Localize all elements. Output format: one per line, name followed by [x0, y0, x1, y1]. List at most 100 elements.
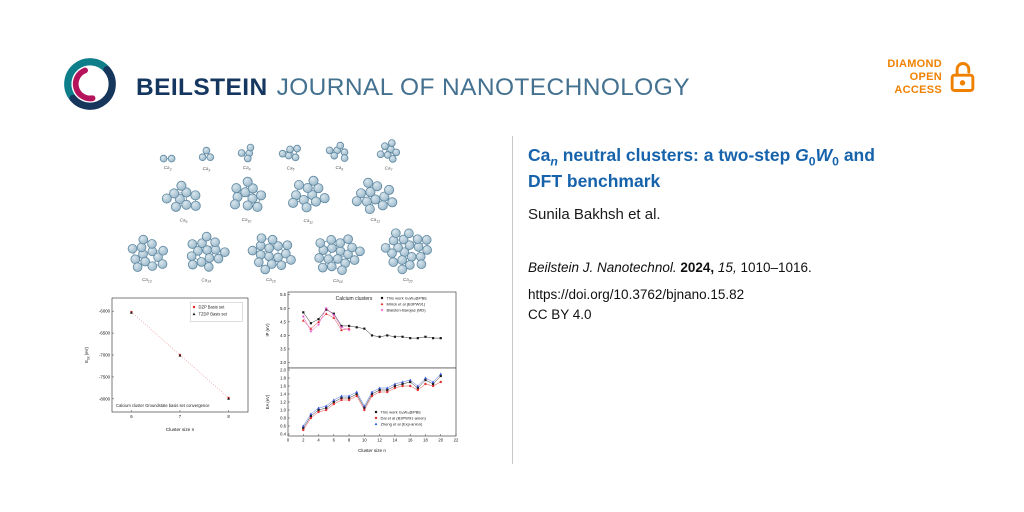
svg-text:Ca16: Ca16: [266, 277, 276, 283]
svg-text:-7000: -7000: [99, 353, 111, 358]
svg-text:Ca2: Ca2: [164, 166, 172, 172]
svg-text:This work G₀W₀@PBE: This work G₀W₀@PBE: [387, 296, 428, 301]
beilstein-logo: [64, 58, 116, 110]
cluster-row-1: Ca2 Ca3 Ca4 Ca5 Ca6 Ca7: [159, 138, 401, 173]
authors: Sunila Bakhsh et al.: [528, 206, 661, 224]
svg-text:4.0: 4.0: [280, 333, 286, 338]
cluster-ca9: Ca9: [161, 180, 201, 224]
cluster-ca16: Ca16: [247, 233, 296, 284]
ip-ea-chart: 3.0 3.5 4.0 4.5 5.0 5.5 This work G₀W₀@PBEMiri…: [265, 291, 459, 453]
svg-text:-7500: -7500: [99, 374, 111, 379]
svg-text:0.6: 0.6: [280, 424, 286, 429]
cluster-ca5: Ca5: [279, 145, 302, 172]
open-access-text: DIAMOND OPEN ACCESS: [887, 58, 942, 97]
svg-text:1.6: 1.6: [280, 384, 286, 389]
svg-text:Mirick et al (B3PW91): Mirick et al (B3PW91): [387, 302, 426, 307]
svg-text:6: 6: [130, 414, 133, 419]
doi-link[interactable]: https://doi.org/10.3762/bjnano.15.82: [528, 287, 745, 303]
cluster-ca12: Ca12: [351, 177, 398, 224]
svg-text:Etot (eV): Etot (eV): [84, 347, 90, 363]
cluster-ca11: Ca11: [288, 175, 331, 224]
svg-text:Zheng et al (Exp-anion): Zheng et al (Exp-anion): [381, 422, 423, 427]
svg-text:5.0: 5.0: [280, 306, 286, 311]
svg-text:2.0: 2.0: [280, 368, 286, 373]
title-ca: Ca: [528, 145, 551, 165]
cluster-ca20: Ca20: [380, 228, 432, 284]
svg-text:4.5: 4.5: [280, 319, 286, 324]
oa-line-diamond: DIAMOND: [887, 58, 942, 70]
svg-text:-8000: -8000: [99, 396, 111, 401]
title-g: G: [795, 145, 809, 165]
svg-text:18: 18: [423, 438, 428, 443]
svg-text:Ca9: Ca9: [179, 217, 187, 223]
svg-text:8: 8: [348, 438, 351, 443]
svg-text:3.5: 3.5: [280, 347, 286, 352]
svg-text:Blaisten-Barojas (MD): Blaisten-Barojas (MD): [387, 308, 427, 313]
citation-volume: 15,: [717, 260, 737, 276]
svg-text:Ca7: Ca7: [385, 166, 393, 172]
svg-text:Cluster size n: Cluster size n: [358, 448, 386, 453]
journal-name-rest: JOURNAL OF NANOTECHNOLOGY: [276, 74, 690, 101]
citation-journal: Beilstein J. Nanotechnol.: [528, 260, 677, 276]
cluster-ca3: Ca3: [198, 146, 215, 172]
cluster-ca13: Ca13: [127, 234, 168, 284]
svg-text:3.0: 3.0: [280, 360, 286, 365]
svg-text:EA (eV): EA (eV): [265, 394, 270, 409]
svg-text:-6000: -6000: [99, 309, 111, 314]
svg-text:2: 2: [302, 438, 305, 443]
svg-text:8: 8: [227, 414, 230, 419]
svg-text:1.0: 1.0: [280, 408, 286, 413]
oa-line-open: OPEN: [909, 70, 942, 83]
svg-text:6: 6: [333, 438, 336, 443]
oa-line-access: ACCESS: [894, 83, 942, 96]
svg-text:5.5: 5.5: [280, 292, 286, 297]
cluster-ca18: Ca18: [314, 233, 366, 284]
svg-text:Ca4: Ca4: [243, 166, 251, 172]
title-w-sub: 0: [832, 154, 839, 169]
svg-text:Ca14: Ca14: [202, 277, 212, 283]
cluster-ca2: Ca2: [159, 155, 176, 172]
journal-name-beilstein: BEILSTEIN: [136, 74, 268, 101]
svg-text:Ca18: Ca18: [333, 277, 343, 283]
journal-name: BEILSTEIN JOURNAL OF NANOTECHNOLOGY: [136, 74, 690, 102]
citation: Beilstein J. Nanotechnol. 2024, 15, 1010…: [528, 260, 952, 275]
svg-text:12: 12: [377, 438, 382, 443]
svg-text:0.4: 0.4: [280, 432, 286, 437]
svg-text:22: 22: [454, 438, 459, 443]
title-line2: DFT benchmark: [528, 171, 661, 192]
vertical-divider: [512, 136, 513, 464]
title-g-sub: 0: [808, 154, 816, 169]
svg-text:Ca11: Ca11: [304, 217, 313, 223]
svg-text:Ca6: Ca6: [336, 166, 344, 172]
cluster-ca14: Ca14: [187, 231, 230, 284]
svg-text:20: 20: [438, 438, 443, 443]
license-label: CC BY 4.0: [528, 307, 592, 323]
svg-text:1.2: 1.2: [280, 400, 286, 405]
svg-text:Cluster size n: Cluster size n: [166, 427, 195, 432]
svg-text:Ca10: Ca10: [241, 217, 251, 223]
svg-text:IP (eV): IP (eV): [265, 323, 270, 337]
svg-text:7: 7: [179, 414, 182, 419]
svg-text:Calcium clusters: Calcium clusters: [336, 296, 373, 302]
svg-text:1.8: 1.8: [280, 376, 286, 381]
open-access-lock-icon: [950, 62, 975, 93]
cluster-ca4: Ca4: [237, 144, 255, 172]
svg-text:Ca12: Ca12: [370, 217, 380, 223]
title-mid: neutral clusters: a two-step: [557, 145, 796, 165]
cluster-ca10: Ca10: [229, 177, 266, 224]
cluster-row-3: Ca13 Ca14 Ca16 Ca18 Ca20: [125, 226, 436, 284]
svg-text:Ca20: Ca20: [403, 277, 413, 283]
citation-pages: 1010–1016.: [740, 260, 812, 276]
title-w: W: [815, 145, 833, 165]
svg-text:1.4: 1.4: [280, 392, 286, 397]
basis-set-convergence-chart: -6000 -6500 -7000 -7500 -8000 6 7 8 DZP Basis se…: [84, 297, 249, 432]
svg-text:0: 0: [287, 438, 290, 443]
article-meta: Can neutral clusters: a two-step G0W0 an…: [528, 144, 952, 322]
cluster-structures-figure: Ca2 Ca3 Ca4 Ca5 Ca6 Ca7 Ca9 Ca10 Ca11 Ca12 Ca13 Ca1…: [80, 138, 480, 284]
svg-text:Ca13: Ca13: [142, 277, 152, 283]
diamond-open-access-badge: DIAMOND OPEN ACCESS: [887, 58, 976, 97]
article-title: Can neutral clusters: a two-step G0W0 an…: [528, 144, 952, 193]
citation-year: 2024,: [680, 260, 715, 276]
title-sub-n: n: [550, 154, 558, 169]
